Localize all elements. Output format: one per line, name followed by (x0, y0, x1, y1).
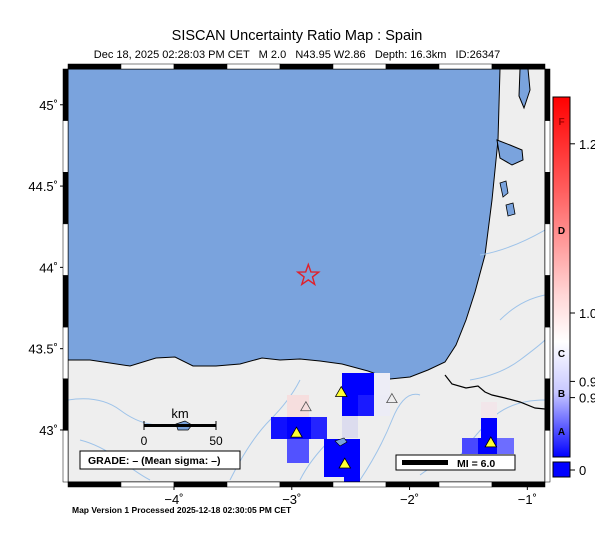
colorbar-gradient (552, 96, 571, 458)
station-triangle-icon (338, 457, 352, 469)
colorbar-letters: F D C B A (558, 117, 565, 438)
lat-tick-label: 44.5˚ (28, 179, 58, 194)
frame-ticks (62, 63, 551, 488)
lon-tick-label: −1˚ (518, 492, 537, 507)
frame-segment (491, 481, 546, 488)
frame-segment (544, 275, 551, 328)
inactive-station-icon (385, 392, 398, 404)
frame-segment (62, 120, 69, 173)
frame-segment (62, 68, 69, 121)
frame-segment (173, 63, 228, 70)
lon-tick-label: −3˚ (282, 492, 301, 507)
station-triangle-icon (484, 436, 498, 448)
scale-bar: km 0 50 (141, 406, 223, 448)
lon-tick-label: −4˚ (164, 492, 183, 507)
colorbar-value-label: 1.0 (579, 306, 595, 321)
frame-segment (544, 172, 551, 225)
lat-tick-label: 44˚ (39, 260, 58, 275)
scale-label-0: 0 (141, 434, 148, 448)
frame-segment (544, 378, 551, 431)
processing-footer: Map Version 1 Processed 2025-12-18 02:30… (72, 505, 292, 515)
arcachon-basin (496, 139, 524, 166)
frame-segment (544, 68, 551, 121)
colorbar: F D C B A 1.2 1.0 0.9 0.9 0 (552, 96, 595, 478)
country-border (444, 374, 545, 410)
colorbar-value-label: 0 (579, 463, 586, 478)
map-title: SISCAN Uncertainty Ratio Map : Spain (172, 28, 423, 44)
frame-segment (62, 430, 69, 483)
rivers (68, 229, 545, 481)
frame-segment (544, 430, 551, 483)
frame-segment (332, 63, 387, 70)
map-subtitle: Dec 18, 2025 02:28:03 PM CET M 2.0 N43.9… (94, 49, 500, 61)
inactive-station-icon (299, 400, 312, 412)
gironde-estuary (518, 69, 531, 110)
scale-unit: km (171, 406, 188, 421)
frame-segment (438, 481, 493, 488)
frame-segment (544, 326, 551, 379)
frame-segment (544, 120, 551, 173)
scale-label-50: 50 (209, 434, 223, 448)
frame-segment (438, 63, 493, 70)
station-triangle-icon (290, 426, 303, 438)
lon-tick-label: −2˚ (400, 492, 419, 507)
frame-segment (62, 378, 69, 431)
epicenter-star-icon (295, 262, 321, 287)
epicenter-layer (295, 262, 321, 287)
colorbar-zero-swatch (552, 461, 571, 478)
frame-segment (279, 63, 334, 70)
frame-segment (67, 63, 122, 70)
frame-segment (120, 63, 175, 70)
stations-layer (290, 385, 498, 469)
grade-letter: D (558, 226, 565, 237)
colorbar-values: 1.2 1.0 0.9 0.9 0 (570, 137, 595, 478)
frame-segment (544, 223, 551, 276)
lat-tick-label: 43˚ (39, 423, 58, 438)
frame-segment (226, 481, 281, 488)
coastal-lake (505, 202, 516, 217)
frame-segment (62, 223, 69, 276)
lake (334, 437, 348, 447)
frame-segment (62, 172, 69, 225)
bay-of-biscay-sea (68, 69, 501, 380)
map-area (68, 69, 545, 482)
colorbar-value-label: 0.9 (579, 374, 595, 389)
lat-tick-label: 43.5˚ (28, 342, 58, 357)
frame-segment (62, 275, 69, 328)
mi-text: MI = 6.0 (457, 458, 495, 470)
grade-text: GRADE: – (Mean sigma: –) (88, 455, 220, 467)
frame-segment (385, 481, 440, 488)
grade-letter: C (558, 349, 565, 360)
frame-segment (279, 481, 334, 488)
axis-labels: −4˚ −3˚ −2˚ −1˚ 43˚ 43.5˚ 44˚ 44.5˚ 45˚ (28, 98, 537, 507)
colorbar-value-label: 0.9 (579, 391, 595, 406)
colorbar-value-label: 1.2 (579, 137, 595, 152)
frame-segment (173, 481, 228, 488)
coastal-lake (499, 180, 509, 198)
grade-box: GRADE: – (Mean sigma: –) (79, 450, 241, 470)
station-triangle-icon (334, 385, 348, 397)
uncertainty-grid (271, 373, 514, 482)
frame-segment (491, 63, 546, 70)
grade-letter: F (558, 117, 564, 128)
frame-segment (226, 63, 281, 70)
grade-letter: B (558, 389, 565, 400)
lat-tick-label: 45˚ (39, 98, 58, 113)
grade-letter: A (558, 427, 565, 438)
frame-segment (120, 481, 175, 488)
frame-segment (67, 481, 122, 488)
frame-segment (385, 63, 440, 70)
frame-segment (62, 326, 69, 379)
mi-box: MI = 6.0 (395, 454, 516, 471)
frame-segment (332, 481, 387, 488)
